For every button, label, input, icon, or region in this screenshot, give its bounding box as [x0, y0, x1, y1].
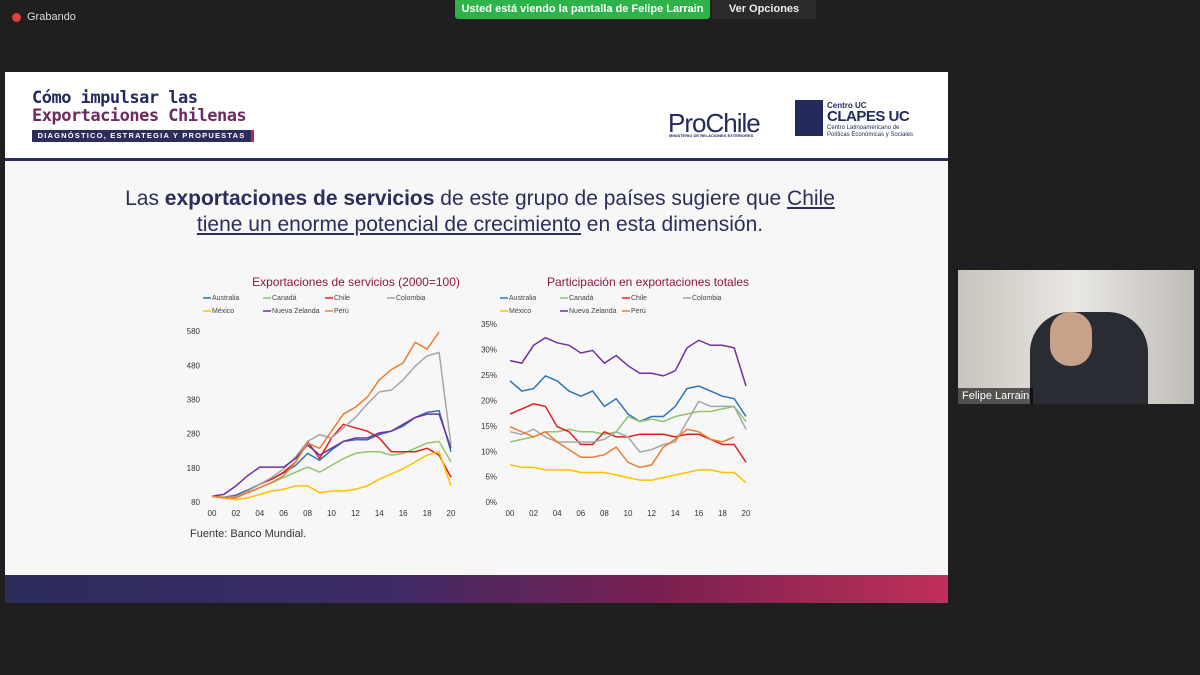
x-tick-label: 04	[553, 509, 562, 518]
x-tick-label: 00	[506, 509, 515, 518]
legend-label: México	[212, 308, 234, 315]
headline-text: Las	[125, 187, 165, 210]
y-tick-label: 20%	[481, 396, 497, 405]
x-tick-label: 18	[423, 509, 432, 518]
recording-indicator: Grabando	[12, 11, 76, 23]
data-line	[509, 375, 747, 423]
headline-text: en esta dimensión.	[580, 213, 764, 236]
logo-icon	[795, 100, 823, 136]
legend-label: Canadá	[272, 295, 297, 302]
legend-label: Perú	[631, 308, 646, 315]
x-tick-label: 20	[447, 509, 456, 518]
x-tick-label: 14	[671, 509, 680, 518]
headline-text: de este grupo de países sugiere que	[434, 187, 788, 210]
headline: Las exportaciones de servicios de este g…	[120, 186, 840, 238]
share-banner: Usted está viendo la pantalla de Felipe …	[455, 0, 710, 19]
headline-bold: exportaciones de servicios	[164, 187, 435, 210]
x-tick-label: 02	[231, 509, 240, 518]
legend-label: Canadá	[569, 295, 594, 302]
y-tick-label: 35%	[481, 320, 497, 329]
data-line	[211, 409, 452, 498]
x-tick-label: 20	[742, 509, 751, 518]
x-tick-label: 02	[529, 509, 538, 518]
participant-name: Felipe Larrain	[958, 388, 1034, 404]
chart-title: Participación en exportaciones totales	[547, 275, 749, 289]
headline-underline: Chile tiene un enorme potencial de creci…	[196, 187, 835, 236]
x-tick-label: 14	[375, 509, 384, 518]
x-tick-label: 08	[600, 509, 609, 518]
y-tick-label: 180	[187, 464, 201, 473]
chart-title: Exportaciones de servicios (2000=100)	[252, 275, 460, 289]
logo-text: CLAPES UC	[827, 108, 910, 125]
y-tick-label: 5%	[485, 473, 497, 482]
y-tick-label: 80	[191, 498, 200, 507]
data-line	[509, 336, 747, 387]
legend-label: Colombia	[396, 295, 426, 302]
legend-label: Nueva Zelanda	[272, 308, 320, 315]
data-line	[211, 450, 452, 501]
recording-label: Grabando	[27, 11, 76, 23]
data-line	[509, 464, 747, 484]
legend-label: Australia	[509, 295, 536, 302]
slide-title: Exportaciones Chilenas	[32, 106, 247, 126]
legend-label: México	[509, 308, 531, 315]
y-tick-label: 30%	[481, 346, 497, 355]
data-line	[509, 426, 735, 469]
logo-subtext: Centro Latinoamericano de Políticas Econ…	[827, 125, 914, 138]
x-tick-label: 10	[327, 509, 336, 518]
x-tick-label: 16	[694, 509, 703, 518]
data-line	[211, 413, 452, 497]
y-tick-label: 480	[187, 361, 201, 370]
logo-text: ProChile	[668, 108, 761, 138]
x-tick-label: 06	[576, 509, 585, 518]
legend-label: Nueva Zelanda	[569, 308, 617, 315]
x-tick-label: 16	[399, 509, 408, 518]
x-tick-label: 00	[208, 509, 217, 518]
logo-subtext: MINISTERIO DE RELACIONES EXTERIORES	[669, 133, 754, 138]
y-tick-label: 280	[187, 430, 201, 439]
x-tick-label: 10	[624, 509, 633, 518]
y-tick-label: 15%	[481, 422, 497, 431]
data-line	[211, 423, 452, 499]
data-line	[211, 331, 440, 499]
y-tick-label: 0%	[485, 498, 497, 507]
slide-footer	[5, 575, 948, 603]
view-options-button[interactable]: Ver Opciones	[712, 0, 816, 19]
data-line	[211, 351, 452, 499]
slide-title: Cómo impulsar las	[32, 88, 198, 108]
y-tick-label: 10%	[481, 447, 497, 456]
x-tick-label: 06	[279, 509, 288, 518]
participant-face	[1050, 312, 1092, 366]
x-tick-label: 12	[647, 509, 656, 518]
source-note: Fuente: Banco Mundial.	[190, 528, 307, 540]
data-line	[509, 403, 747, 463]
legend-label: Perú	[334, 308, 349, 315]
slide-subtitle: DIAGNÓSTICO, ESTRATEGIA Y PROPUESTAS	[32, 130, 254, 142]
x-tick-label: 04	[255, 509, 264, 518]
legend-label: Chile	[334, 295, 350, 302]
data-line	[509, 400, 747, 453]
x-tick-label: 08	[303, 509, 312, 518]
legend-label: Australia	[212, 295, 239, 302]
y-tick-label: 25%	[481, 371, 497, 380]
data-line	[509, 405, 747, 443]
x-tick-label: 12	[351, 509, 360, 518]
legend-label: Chile	[631, 295, 647, 302]
y-tick-label: 380	[187, 396, 201, 405]
logo-subtext: Centro UC	[827, 101, 867, 110]
y-tick-label: 580	[187, 327, 201, 336]
slide-header	[5, 72, 948, 161]
legend-label: Colombia	[692, 295, 722, 302]
x-tick-label: 18	[718, 509, 727, 518]
